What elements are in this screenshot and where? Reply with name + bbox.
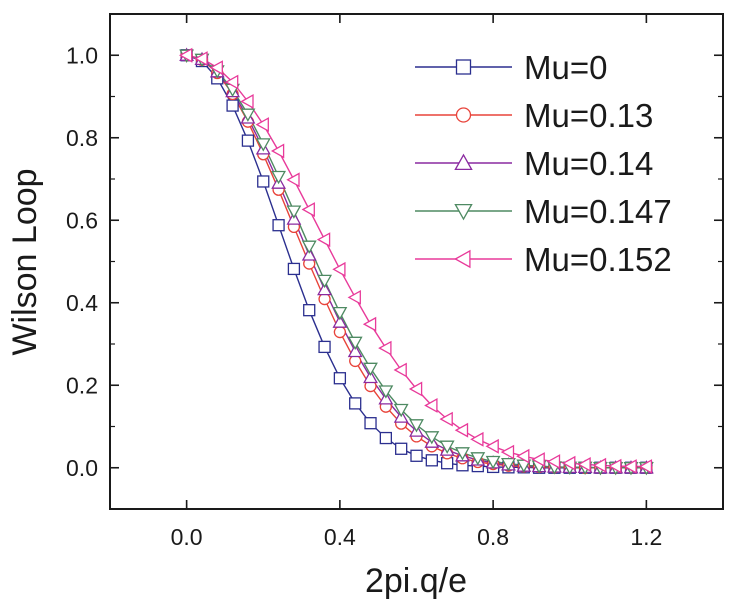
y-tick-label: 0.0 [66, 455, 98, 481]
data-point [592, 457, 607, 473]
series-markers [178, 47, 654, 476]
data-point [349, 397, 362, 410]
legend-label: Mu=0.13 [524, 97, 653, 134]
data-point [470, 431, 484, 447]
data-point [347, 336, 363, 351]
data-point [318, 340, 331, 354]
x-tick-label: 0.0 [171, 524, 203, 550]
data-point [562, 455, 576, 471]
legend: Mu=0 Mu=0.13 Mu=0.14 Mu=0.147 Mu=0.152 [415, 49, 672, 278]
x-axis-title: 2pi.q/e [365, 562, 467, 600]
y-tick-label: 0.8 [66, 125, 98, 151]
data-point [408, 381, 423, 397]
data-point [424, 397, 438, 413]
data-point [531, 452, 545, 467]
data-point [364, 417, 377, 430]
data-point [439, 440, 455, 454]
data-point [241, 134, 255, 147]
data-point [500, 444, 515, 460]
data-point [287, 262, 301, 276]
data-point [424, 431, 440, 445]
data-point [485, 455, 501, 470]
data-point [333, 325, 347, 339]
data-point [226, 99, 239, 112]
data-point [240, 108, 256, 122]
data-point [378, 340, 392, 356]
data-point [332, 314, 348, 328]
data-point [638, 459, 653, 474]
y-tick-label: 0.2 [66, 372, 98, 398]
data-point [255, 117, 269, 133]
data-point [332, 261, 346, 277]
data-point [270, 143, 285, 159]
data-point [425, 454, 438, 467]
legend-marker [454, 203, 473, 221]
data-point [347, 343, 363, 358]
x-tick-label: 0.4 [324, 524, 356, 550]
data-point [316, 232, 331, 248]
data-point [409, 419, 424, 433]
data-point [363, 369, 378, 384]
data-point [454, 422, 469, 438]
data-point [209, 60, 223, 76]
data-point [286, 205, 302, 219]
data-point [439, 411, 453, 427]
data-point [623, 459, 637, 474]
data-point [240, 93, 254, 109]
data-point [546, 454, 561, 470]
data-point [301, 247, 317, 261]
legend-label: Mu=0.152 [524, 241, 672, 278]
data-point [301, 240, 317, 254]
data-point [577, 456, 591, 472]
data-point [608, 458, 622, 474]
data-point [470, 452, 486, 466]
data-point [393, 362, 407, 378]
legend-label: Mu=0 [524, 49, 607, 86]
data-point [393, 403, 409, 418]
data-point [410, 449, 423, 462]
data-point [257, 175, 270, 188]
data-point [271, 170, 287, 185]
data-point [224, 74, 239, 90]
data-point [317, 281, 333, 296]
data-point [362, 316, 377, 332]
data-point [194, 51, 208, 67]
data-point [485, 438, 499, 454]
data-point [255, 138, 271, 152]
legend-marker [454, 153, 473, 171]
data-point [500, 457, 516, 472]
data-point [379, 431, 393, 445]
legend-label: Mu=0.147 [524, 193, 672, 230]
y-tick-label: 0.6 [66, 207, 98, 233]
y-tick-label: 0.4 [66, 290, 98, 316]
x-tick-label: 1.2 [630, 524, 662, 550]
legend-marker [455, 59, 472, 75]
legend-marker [455, 107, 472, 123]
data-point [516, 448, 530, 464]
data-point [286, 172, 300, 188]
y-tick-label: 1.0 [66, 42, 98, 68]
axis-ticks: 0.0 0.4 0.8 1.2 0.0 0.2 0.4 0.6 0.8 1.0 [66, 13, 723, 550]
data-point [395, 442, 408, 455]
x-tick-label: 0.8 [477, 524, 509, 550]
legend-label: Mu=0.14 [524, 145, 653, 182]
data-point [347, 289, 361, 305]
data-point [454, 447, 470, 461]
data-point [303, 304, 316, 317]
data-point [301, 202, 315, 218]
data-point [317, 274, 333, 289]
data-point [178, 47, 193, 63]
data-point [363, 362, 378, 377]
y-axis-title: Wilson Loop [6, 168, 44, 355]
data-point [272, 219, 285, 232]
data-point [332, 306, 348, 321]
legend-marker [454, 249, 471, 269]
data-point [378, 385, 394, 399]
data-point [333, 372, 347, 385]
